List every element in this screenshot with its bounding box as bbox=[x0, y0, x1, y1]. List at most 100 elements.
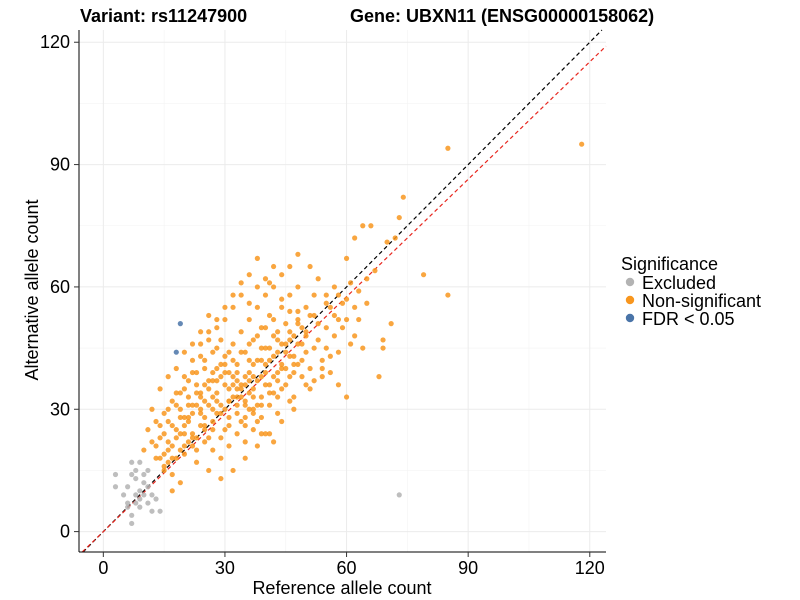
point-non-significant bbox=[283, 349, 289, 355]
point-non-significant bbox=[275, 410, 281, 416]
x-tick-label: 60 bbox=[337, 558, 357, 578]
point-non-significant bbox=[198, 410, 204, 416]
point-non-significant bbox=[295, 341, 301, 347]
point-non-significant bbox=[364, 276, 370, 282]
point-non-significant bbox=[214, 390, 220, 396]
point-non-significant bbox=[161, 467, 167, 474]
point-non-significant bbox=[210, 349, 216, 355]
point-non-significant bbox=[234, 394, 240, 400]
point-non-significant bbox=[266, 312, 273, 319]
point-non-significant bbox=[222, 427, 228, 433]
point-non-significant bbox=[238, 292, 244, 298]
point-non-significant bbox=[258, 345, 265, 351]
point-non-significant bbox=[214, 410, 220, 416]
point-non-significant bbox=[173, 390, 179, 396]
point-non-significant bbox=[299, 357, 305, 363]
point-non-significant bbox=[315, 321, 321, 327]
point-non-significant bbox=[189, 369, 196, 376]
point-non-significant bbox=[218, 475, 224, 482]
point-non-significant bbox=[291, 353, 297, 359]
point-non-significant bbox=[343, 255, 350, 261]
point-non-significant bbox=[254, 357, 260, 363]
point-non-significant bbox=[368, 223, 374, 229]
point-non-significant bbox=[307, 386, 313, 392]
point-non-significant bbox=[218, 402, 224, 408]
point-non-significant bbox=[177, 390, 183, 396]
point-non-significant bbox=[291, 361, 297, 368]
point-non-significant bbox=[250, 427, 256, 433]
point-non-significant bbox=[198, 422, 204, 429]
point-non-significant bbox=[210, 394, 216, 400]
point-non-significant bbox=[238, 382, 244, 388]
point-excluded bbox=[112, 484, 119, 490]
point-excluded bbox=[133, 492, 139, 498]
point-non-significant bbox=[238, 386, 244, 392]
point-non-significant bbox=[319, 357, 325, 363]
point-non-significant bbox=[331, 312, 337, 319]
point-non-significant bbox=[230, 341, 236, 347]
point-non-significant bbox=[323, 292, 329, 298]
point-non-significant bbox=[262, 276, 269, 282]
reference-lines bbox=[81, 29, 607, 553]
point-non-significant bbox=[218, 410, 224, 416]
point-non-significant bbox=[291, 369, 297, 376]
point-non-significant bbox=[230, 394, 236, 400]
point-non-significant bbox=[275, 394, 281, 400]
point-non-significant bbox=[356, 288, 362, 294]
point-non-significant bbox=[270, 263, 277, 270]
point-non-significant bbox=[181, 422, 187, 429]
point-non-significant bbox=[189, 402, 196, 408]
point-non-significant bbox=[202, 357, 208, 363]
point-non-significant bbox=[250, 410, 256, 416]
point-non-significant bbox=[218, 435, 224, 441]
point-non-significant bbox=[400, 194, 406, 200]
point-non-significant bbox=[198, 406, 204, 412]
point-non-significant bbox=[234, 402, 240, 408]
point-non-significant bbox=[226, 369, 232, 376]
point-non-significant bbox=[181, 443, 187, 449]
point-non-significant bbox=[149, 406, 155, 412]
point-non-significant bbox=[258, 357, 265, 363]
point-non-significant bbox=[343, 394, 350, 400]
point-non-significant bbox=[283, 365, 289, 372]
point-non-significant bbox=[420, 272, 427, 278]
point-non-significant bbox=[214, 316, 220, 323]
point-non-significant bbox=[214, 325, 220, 331]
point-non-significant bbox=[254, 284, 260, 290]
point-non-significant bbox=[234, 431, 240, 437]
point-non-significant bbox=[210, 378, 216, 384]
point-non-significant bbox=[266, 357, 273, 363]
point-non-significant bbox=[181, 386, 187, 392]
point-non-significant bbox=[299, 325, 305, 331]
point-non-significant bbox=[343, 316, 350, 323]
point-non-significant bbox=[380, 345, 386, 351]
point-non-significant bbox=[214, 365, 220, 372]
point-non-significant bbox=[270, 316, 277, 323]
point-non-significant bbox=[157, 455, 163, 461]
point-non-significant bbox=[173, 402, 179, 408]
point-non-significant bbox=[181, 349, 187, 355]
point-non-significant bbox=[258, 431, 265, 437]
point-excluded bbox=[149, 492, 155, 498]
point-non-significant bbox=[198, 353, 204, 359]
point-non-significant bbox=[218, 374, 224, 380]
point-non-significant bbox=[311, 292, 317, 298]
point-excluded bbox=[141, 471, 147, 478]
x-tick-label: 90 bbox=[458, 558, 478, 578]
point-non-significant bbox=[165, 406, 171, 412]
y-tick-label: 120 bbox=[40, 32, 70, 52]
point-excluded bbox=[137, 488, 143, 494]
point-non-significant bbox=[279, 296, 285, 302]
point-non-significant bbox=[181, 414, 187, 421]
point-fdr-0-05 bbox=[173, 349, 179, 355]
point-non-significant bbox=[352, 235, 358, 241]
point-non-significant bbox=[254, 333, 260, 339]
x-tick-label: 120 bbox=[575, 558, 605, 578]
point-non-significant bbox=[246, 406, 252, 412]
point-non-significant bbox=[206, 386, 212, 392]
point-non-significant bbox=[283, 321, 289, 327]
point-non-significant bbox=[283, 382, 289, 388]
point-non-significant bbox=[173, 365, 179, 372]
point-non-significant bbox=[279, 304, 285, 310]
point-non-significant bbox=[287, 292, 293, 298]
